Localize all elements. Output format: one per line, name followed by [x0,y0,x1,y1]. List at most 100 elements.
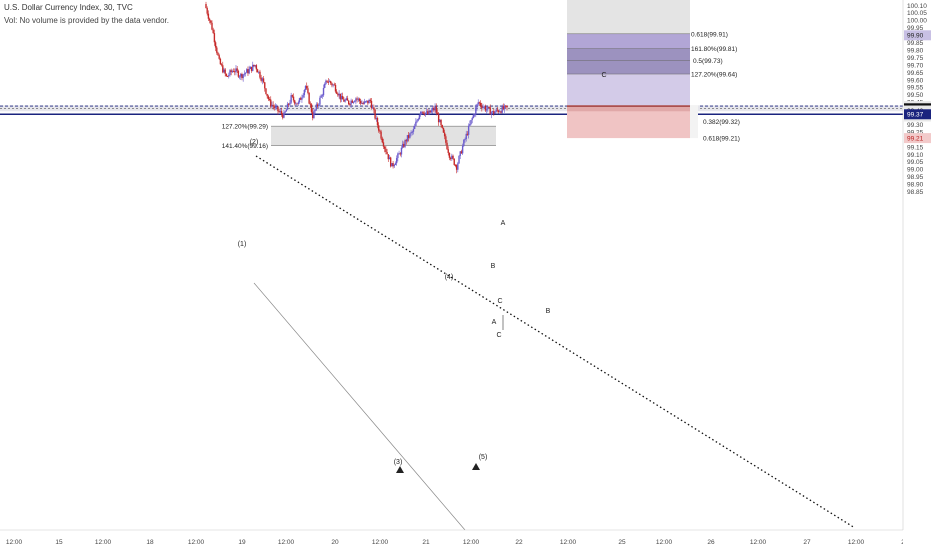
candle-body [250,66,253,71]
candle-body [330,81,332,84]
candle-body [437,114,440,123]
x-tick-label: 15 [55,539,63,546]
candle-body [212,29,214,34]
candle-body [253,64,255,67]
y-tick-label: 99.75 [907,55,924,62]
y-tick-label: 100.05 [907,10,927,17]
candle-body [441,125,443,128]
candle-body [320,95,322,98]
candle-body [350,100,352,105]
candle-body [255,65,258,70]
candle-body [465,133,467,140]
candle-body [216,47,218,53]
candle-body [307,88,309,93]
candle-body [206,8,208,14]
candle-body [325,80,327,85]
pivot-marker-3 [396,466,404,473]
candle-body [455,165,458,170]
candle-body [369,99,371,101]
candle-body [460,151,463,154]
candle-body [270,99,272,107]
x-tick-label: 21 [422,539,430,546]
candle-body [365,100,368,102]
candle-body [446,142,448,150]
candle-body [458,155,460,164]
fib-label: 127.20%(99.29) [222,124,268,131]
wave-label: C [496,332,501,339]
candle-body [410,132,412,134]
candle-body [407,135,410,138]
candle-body [235,68,237,73]
wave-label: B [546,308,551,315]
candle-body [427,111,429,115]
candle-body [418,114,421,120]
candle-body [333,84,336,86]
candle-body [445,136,447,143]
price-tag-label: 99.90 [907,33,924,40]
fib-box-left [271,126,496,146]
y-tick-label: 98.95 [907,174,924,181]
fib-zone-1272-base [567,74,690,106]
price-tag-label: 99.21 [907,136,924,143]
candle-body [373,107,375,110]
candle-body [339,93,342,100]
candle-body [388,157,391,160]
y-tick-label: 99.00 [907,167,924,174]
candle-body [463,139,465,147]
x-tick-label: 12:00 [656,539,673,546]
candle-body [306,86,308,89]
candle-body [292,96,295,101]
candle-body [319,97,321,105]
candle-body [207,13,210,19]
candle-body [334,84,337,92]
candle-body [318,104,320,106]
candle-body [280,111,283,115]
candle-body [394,163,397,165]
candle-body [246,69,248,73]
candle-body [451,155,453,160]
wave-label: (4) [445,274,454,281]
y-tick-label: 99.50 [907,92,924,99]
candle-body [477,102,479,105]
candle-body [406,135,409,142]
candle-body [344,99,346,102]
candle-body [443,132,446,137]
y-tick-label: 100.10 [907,3,927,10]
candle-body [403,143,405,147]
candle-body [211,22,213,30]
fib-zone-618-1618 [567,33,690,49]
candle-body [453,158,455,165]
candle-body [342,96,344,100]
axis-corner [903,530,932,550]
candle-body [381,138,383,143]
candle-body [479,102,482,106]
wave-label: B [491,263,496,270]
price-tag [904,109,931,120]
candle-body [478,102,481,104]
candle-body [226,75,229,77]
candle-body [493,111,495,114]
candle-body [482,106,484,109]
candle-body [457,163,459,170]
x-tick-label: 22 [515,539,523,546]
candle-body [327,81,330,83]
wave-label: (1) [238,241,247,248]
candle-body [389,157,392,167]
candle-body [379,130,381,132]
candle-body [247,69,249,74]
candle-body [348,100,350,105]
candle-body [469,124,471,126]
candle-body [380,131,382,139]
y-tick-label: 99.60 [907,77,924,84]
candle-body [354,101,356,103]
time-axis [0,530,932,550]
wave-label: (3) [394,459,403,466]
candle-body [355,98,357,102]
candle-body [466,133,469,135]
candle-body [273,106,276,108]
x-tick-label: 18 [146,539,154,546]
fib-label: 127.20%(99.64) [691,72,737,79]
candle-body [436,112,439,115]
candle-body [345,98,348,100]
